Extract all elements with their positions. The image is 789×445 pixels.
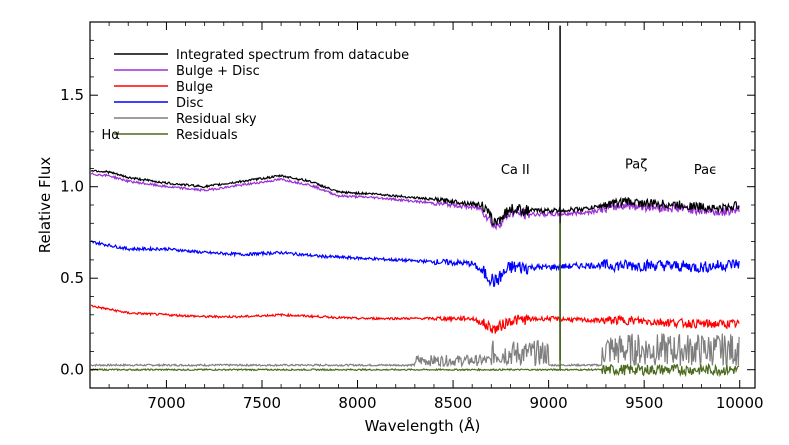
legend-label: Bulge + Disc (176, 64, 260, 79)
legend-label: Integrated spectrum from datacube (176, 48, 409, 63)
y-tick-label: 1.5 (60, 86, 84, 104)
x-tick-label: 8500 (434, 394, 472, 412)
line-annotation: Paϵ (694, 163, 717, 178)
legend-label: Residuals (176, 128, 238, 143)
x-tick-label: 10000 (716, 394, 764, 412)
x-tick-label: 9500 (625, 394, 663, 412)
x-tick-label: 9000 (530, 394, 568, 412)
line-annotation: Ca II (501, 163, 530, 178)
y-tick-label: 0.5 (60, 269, 84, 287)
line-annotation: Hα (101, 128, 119, 143)
plot-lines (90, 25, 740, 378)
line-annotations: Hα Ca II Paζ Paϵ (101, 128, 717, 178)
legend-label: Residual sky (176, 112, 257, 127)
series-line-3 (90, 240, 740, 288)
series-line-4 (90, 333, 740, 368)
series-line-2 (90, 304, 740, 334)
line-annotation: Paζ (625, 157, 647, 172)
x-axis-label: Wavelength (Å) (365, 416, 481, 435)
legend-label: Disc (176, 96, 204, 111)
legend-label: Bulge (176, 80, 213, 95)
y-tick-label: 1.0 (60, 178, 84, 196)
y-axis-label: Relative Flux (36, 157, 54, 254)
x-tick-label: 7500 (243, 394, 281, 412)
y-tick-label: 0.0 (60, 361, 84, 379)
series-line-0 (90, 169, 740, 226)
x-tick-label: 8000 (338, 394, 376, 412)
series-line-5 (90, 362, 740, 378)
axis-ticks: 7000 7500 8000 8500 9000 9500 10000 0.0 0.5 1.0 1.… (60, 22, 764, 412)
x-tick-label: 7000 (147, 394, 185, 412)
